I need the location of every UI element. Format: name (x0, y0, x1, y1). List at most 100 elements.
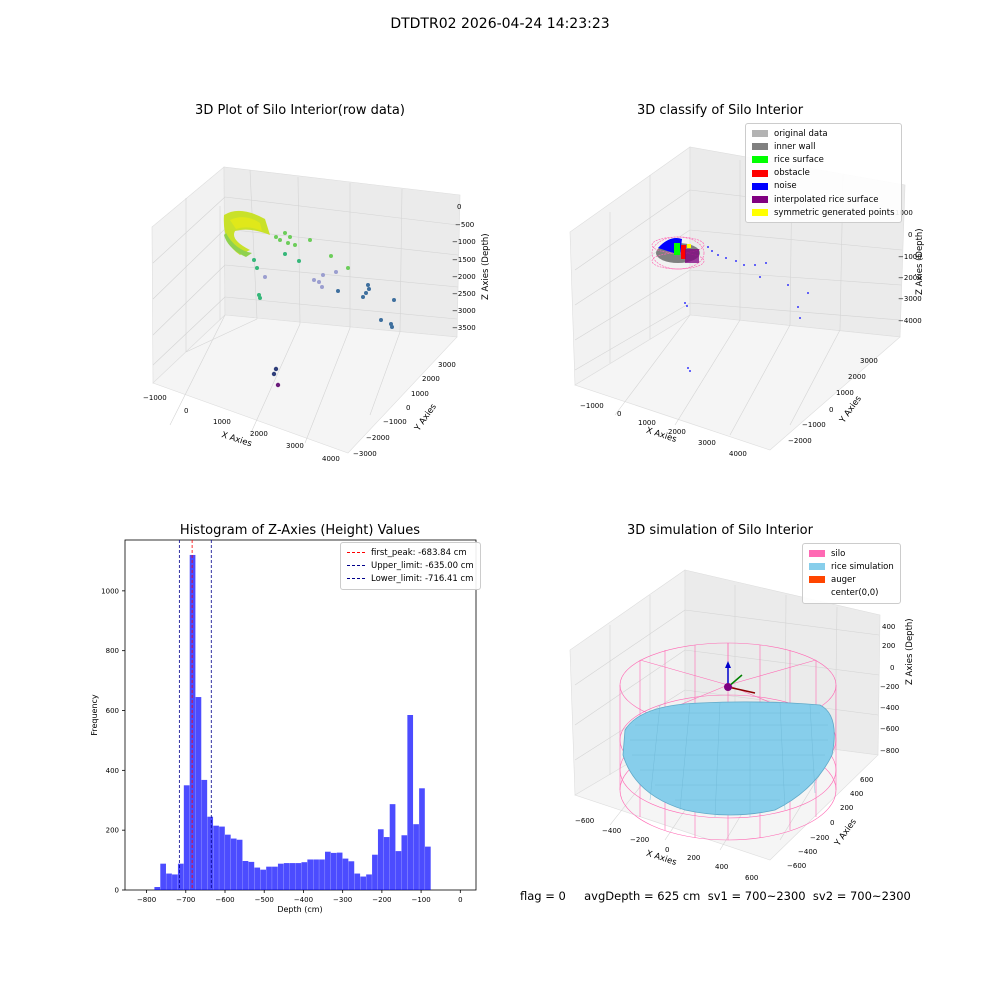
panel1-x-ticks: −1000 0 1000 2000 3000 4000 (143, 394, 340, 463)
histogram-bar (401, 835, 408, 890)
legend-label: auger (831, 574, 856, 585)
legend-item: rice simulation (809, 560, 894, 573)
histogram-bar (260, 869, 266, 890)
y-tick: 2000 (848, 373, 866, 381)
histogram-y-label: Frequency (90, 694, 99, 736)
x-tick: 0 (665, 846, 669, 854)
y-tick-label: 200 (106, 827, 119, 835)
auger-and-center (724, 661, 756, 694)
y-tick: 1000 (411, 390, 429, 398)
histogram-bar (183, 785, 190, 890)
x-tick: 1000 (213, 418, 231, 426)
y-tick: 2000 (422, 375, 440, 383)
legend-swatch (752, 130, 768, 138)
z-tick: −2000 (898, 274, 922, 282)
panel4-x-label: X Axies (645, 849, 678, 868)
y-tick: −2000 (788, 437, 812, 445)
legend-label: center(0,0) (831, 588, 879, 599)
panel2-x-ticks: −1000 0 1000 2000 3000 4000 (580, 402, 747, 458)
panel2-y-ticks: −2000 −1000 0 1000 2000 3000 (788, 357, 878, 445)
histogram-x-label: Depth (cm) (277, 905, 322, 914)
histogram-bar (195, 697, 202, 890)
y-tick-label: 0 (115, 887, 119, 895)
legend-item: first_peak: -683.84 cm (347, 546, 474, 559)
x-tick-label: −300 (333, 896, 352, 904)
legend-label: symmetric generated points (774, 207, 895, 218)
z-tick: −400 (880, 704, 899, 712)
panel4-x-ticks: −600 −400 −200 0 200 400 600 (575, 817, 758, 882)
histogram-bar (201, 779, 208, 890)
histogram-bar (325, 851, 331, 890)
y-tick-label: 400 (106, 767, 119, 775)
histogram-bar (389, 804, 396, 890)
z-tick: −1000 (452, 238, 476, 246)
x-tick: 4000 (322, 455, 340, 463)
panel1-y-ticks: −3000 −2000 −1000 0 1000 2000 3000 (353, 361, 456, 458)
histogram-y-ticks: 0 200 400 600 800 1000 (101, 587, 125, 895)
histogram-bar (407, 715, 414, 890)
y-tick: 0 (406, 404, 410, 412)
panel1-z-ticks: 0 −500 −1000 −1500 −2000 −2500 −3000 −35… (452, 203, 476, 332)
x-tick: −1000 (143, 394, 167, 402)
y-tick: 3000 (438, 361, 456, 369)
panel1-y-label: Y Axies (412, 402, 439, 434)
z-tick: −1000 (898, 253, 922, 261)
histogram-bar (360, 876, 366, 890)
legend-label: interpolated rice surface (774, 194, 879, 205)
y-tick: 0 (829, 406, 833, 414)
panel2-z-label: Z Axies (Depth) (915, 228, 925, 295)
legend-swatch (752, 182, 768, 190)
legend-label: rice surface (774, 154, 824, 165)
histogram-bar (213, 825, 219, 890)
y-tick-label: 600 (106, 707, 119, 715)
histogram-bar (177, 863, 184, 890)
legend-item: center(0,0) (809, 587, 894, 600)
legend-swatch (752, 156, 768, 164)
z-tick: −800 (880, 747, 899, 755)
histogram-bar (236, 839, 243, 890)
y-tick: 0 (830, 819, 834, 827)
histogram-bar (154, 887, 161, 890)
y-tick: −3000 (353, 450, 377, 458)
histogram-bar (207, 816, 214, 890)
legend-item: original data (752, 127, 895, 140)
y-tick: −600 (787, 862, 806, 870)
legend-swatch (809, 576, 825, 584)
x-tick: −1000 (580, 402, 604, 410)
histogram-bar (230, 838, 237, 890)
histogram-bar (189, 554, 196, 890)
legend-item: Upper_limit: -635.00 cm (347, 559, 474, 572)
legend-swatch (752, 209, 768, 217)
x-tick: −600 (575, 817, 594, 825)
panel2-classified-cloud (651, 236, 809, 372)
legend-item: interpolated rice surface (752, 193, 895, 206)
z-tick: 0 (908, 231, 912, 239)
legend-item: inner wall (752, 140, 895, 153)
y-tick: −1000 (383, 418, 407, 426)
legend-item: silo (809, 547, 894, 560)
legend-label: first_peak: -683.84 cm (371, 547, 467, 558)
x-tick: 1000 (638, 419, 656, 427)
histogram-bar (266, 866, 272, 890)
panel1-title: 3D Plot of Silo Interior(row data) (195, 103, 405, 118)
y-tick: 400 (850, 790, 863, 798)
z-tick: −2500 (452, 290, 476, 298)
histogram-bar (395, 851, 402, 890)
histogram-bar (301, 862, 308, 890)
x-tick: 2000 (668, 428, 686, 436)
histogram-bar (413, 824, 419, 890)
x-tick-label: −100 (411, 896, 430, 904)
panel4-z-label: Z Axies (Depth) (905, 618, 915, 685)
histogram-bar (330, 852, 337, 890)
x-tick-label: −400 (294, 896, 313, 904)
y-tick-label: 1000 (101, 587, 119, 595)
y-tick-label: 800 (106, 647, 119, 655)
panel2-legend: original data inner wall rice surface ob… (745, 123, 902, 224)
y-tick: 3000 (860, 357, 878, 365)
y-tick: 200 (840, 804, 853, 812)
legend-item: auger (809, 573, 894, 586)
histogram-legend: first_peak: -683.84 cm Upper_limit: -635… (340, 542, 481, 590)
panel1-point-cloud (223, 210, 396, 388)
legend-label: obstacle (774, 168, 810, 179)
x-tick: 400 (715, 863, 728, 871)
